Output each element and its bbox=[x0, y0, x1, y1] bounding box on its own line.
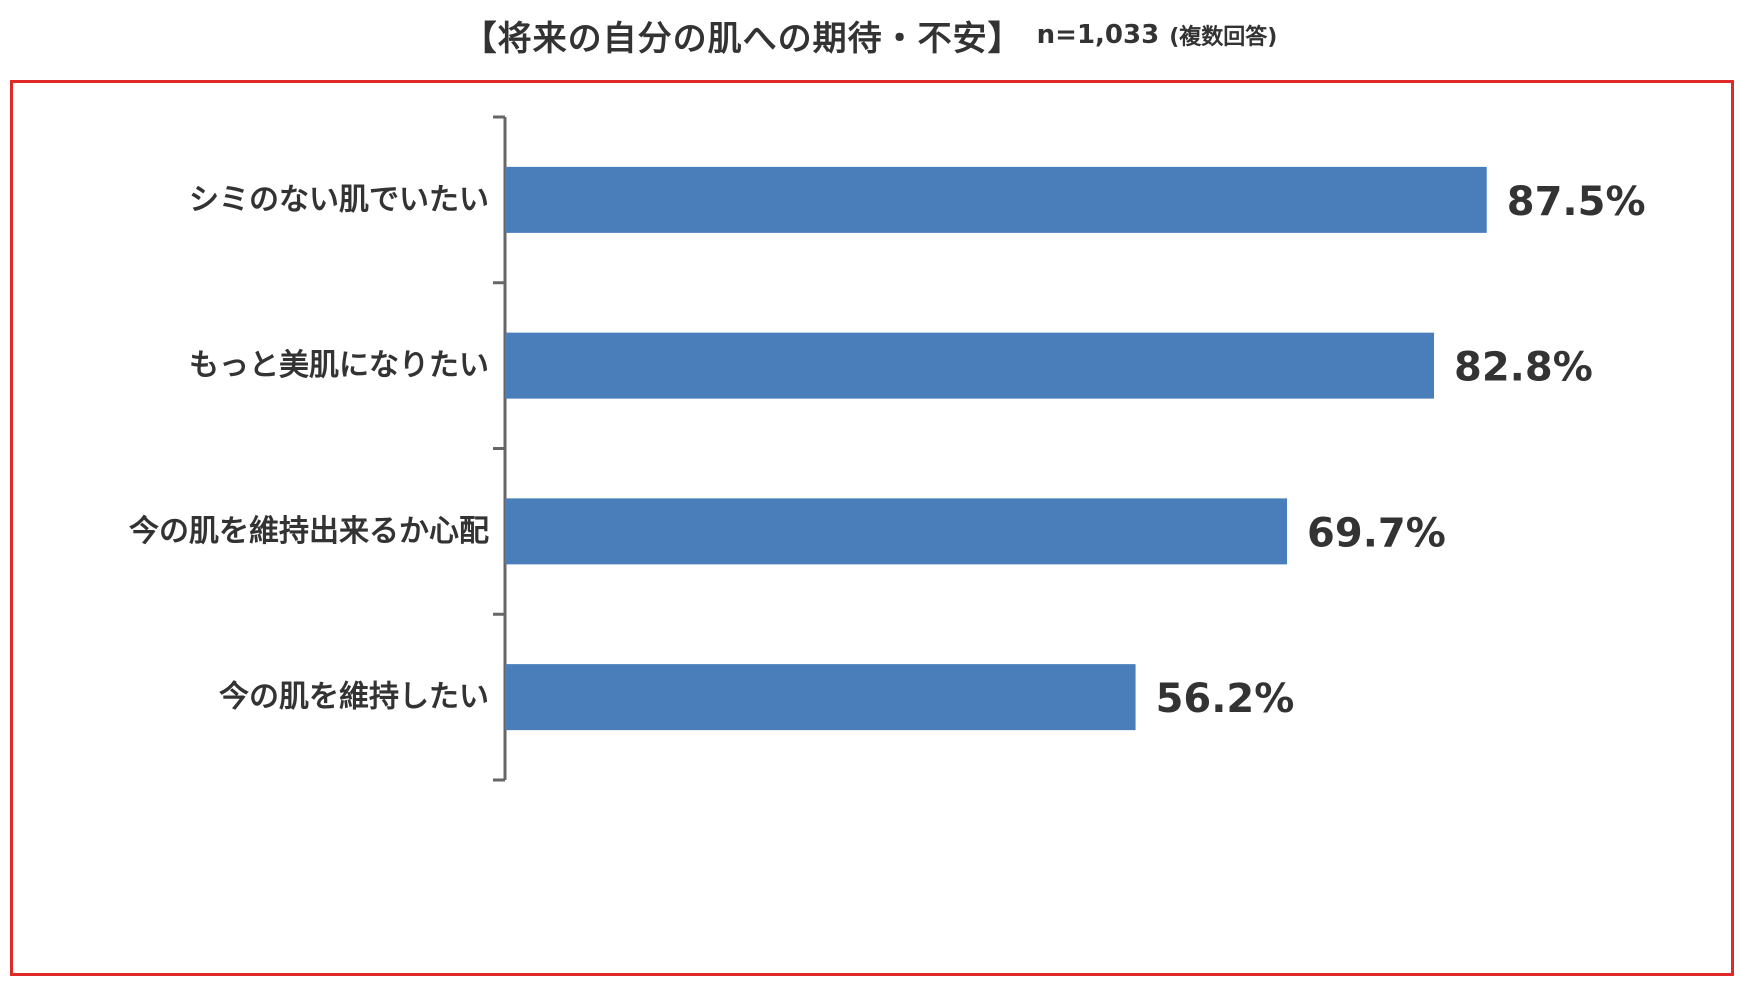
category-label: 今の肌を維持出来るか心配 bbox=[129, 514, 489, 549]
value-label: 87.5% bbox=[1507, 179, 1646, 225]
chart-title: 【将来の自分の肌への期待・不安】 bbox=[462, 18, 1023, 59]
bar bbox=[505, 332, 1435, 399]
value-label: 69.7% bbox=[1307, 510, 1446, 556]
answer-note: (複数回答) bbox=[1169, 25, 1278, 50]
value-label: 56.2% bbox=[1156, 676, 1295, 722]
chart-frame: シミのない肌でいたい 87.5% もっと美肌になりたい 82.8% 今の肌を維持出来るか… bbox=[10, 80, 1734, 976]
category-label: シミのない肌でいたい bbox=[189, 182, 489, 217]
bar-chart: シミのない肌でいたい 87.5% もっと美肌になりたい 82.8% 今の肌を維持出来るか… bbox=[129, 115, 1646, 782]
bar bbox=[505, 498, 1288, 565]
chart-header: 【将来の自分の肌への期待・不安】 n=1,033 (複数回答) bbox=[0, 0, 1740, 70]
bar bbox=[505, 664, 1136, 731]
sample-size: n=1,033 bbox=[1036, 20, 1160, 50]
category-label: 今の肌を維持したい bbox=[219, 680, 489, 715]
value-label: 82.8% bbox=[1454, 345, 1593, 391]
bar bbox=[505, 166, 1487, 233]
category-label: もっと美肌になりたい bbox=[189, 348, 489, 383]
